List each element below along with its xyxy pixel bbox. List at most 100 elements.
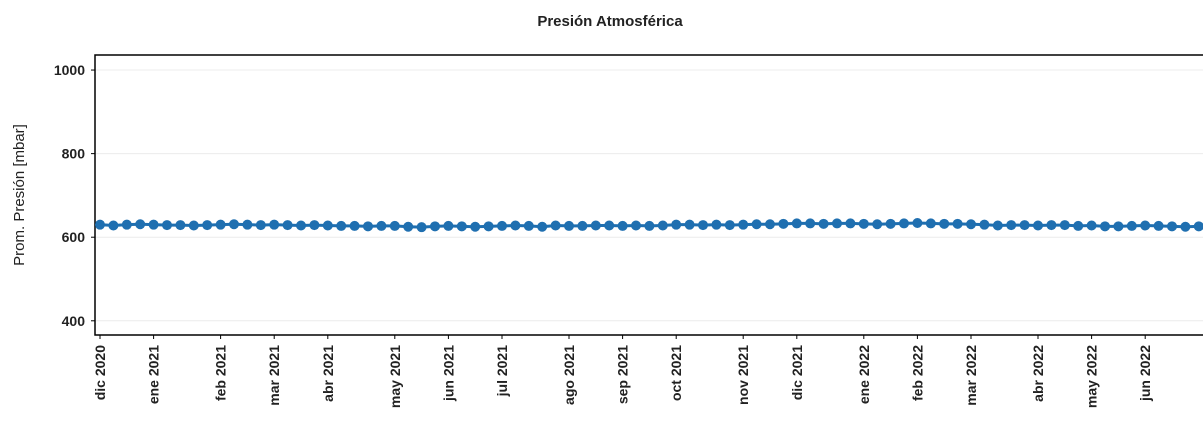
data-point xyxy=(1193,221,1203,232)
y-tick-label: 1000 xyxy=(54,62,85,78)
data-point xyxy=(135,219,146,230)
data-point xyxy=(778,218,789,229)
data-point xyxy=(537,221,548,232)
x-tick-label: ago 2021 xyxy=(561,345,577,405)
data-point xyxy=(443,220,454,231)
data-point xyxy=(215,219,226,230)
data-point xyxy=(698,220,708,231)
x-tick-label: may 2021 xyxy=(387,345,403,408)
x-tick-label: ene 2021 xyxy=(146,345,162,404)
data-point xyxy=(885,218,896,229)
data-point xyxy=(1180,221,1191,232)
x-tick-label: jun 2021 xyxy=(440,345,456,402)
x-tick-label: feb 2021 xyxy=(213,345,229,401)
data-point xyxy=(765,219,775,230)
data-point xyxy=(1046,220,1057,231)
y-tick-label: 600 xyxy=(62,229,86,245)
data-point xyxy=(1140,220,1151,231)
x-tick-label: ene 2022 xyxy=(856,345,872,404)
data-point xyxy=(966,219,976,230)
data-point xyxy=(322,220,333,231)
data-point xyxy=(979,219,990,230)
data-point xyxy=(617,220,628,231)
data-point xyxy=(510,220,521,231)
data-point xyxy=(336,220,347,231)
y-tick-label: 800 xyxy=(62,146,86,162)
data-point xyxy=(242,219,253,230)
data-point xyxy=(1086,220,1097,231)
data-point xyxy=(376,220,387,231)
data-point xyxy=(550,220,561,231)
data-point xyxy=(1153,220,1164,231)
data-point xyxy=(363,221,373,232)
data-point xyxy=(872,219,883,230)
data-point xyxy=(349,220,360,231)
data-point xyxy=(684,219,695,230)
y-axis-label: Prom. Presión [mbar] xyxy=(11,124,28,266)
data-point xyxy=(631,220,641,231)
x-tick-label: feb 2022 xyxy=(909,345,925,401)
y-tick-label: 400 xyxy=(62,313,86,329)
data-point xyxy=(738,219,749,230)
data-point xyxy=(456,221,467,232)
data-point xyxy=(389,220,400,231)
data-point xyxy=(912,218,923,228)
x-tick-label: abr 2022 xyxy=(1030,345,1046,402)
data-point xyxy=(470,221,481,232)
data-point xyxy=(992,220,1003,231)
data-point xyxy=(497,220,507,231)
data-point xyxy=(1006,220,1017,231)
data-point xyxy=(1100,221,1110,232)
data-point xyxy=(1167,221,1177,232)
data-point xyxy=(577,220,588,231)
x-tick-label: abr 2021 xyxy=(320,345,336,402)
plot-frame xyxy=(94,54,1203,336)
data-point xyxy=(1113,221,1124,232)
data-point xyxy=(523,220,534,231)
data-point xyxy=(805,218,816,229)
x-tick-label: dic 2020 xyxy=(92,345,108,400)
x-tick-label: jun 2022 xyxy=(1137,345,1153,402)
data-point xyxy=(899,218,909,229)
data-point xyxy=(818,218,829,229)
data-point xyxy=(296,220,306,231)
data-point xyxy=(175,220,186,231)
x-tick-label: sep 2021 xyxy=(615,345,631,404)
data-point xyxy=(845,218,856,229)
data-point xyxy=(1073,220,1084,231)
data-point xyxy=(95,219,105,230)
data-point xyxy=(751,219,762,230)
data-point xyxy=(121,219,132,230)
data-point xyxy=(416,222,427,233)
data-point xyxy=(604,220,615,231)
data-point xyxy=(1126,220,1137,231)
x-tick-label: oct 2021 xyxy=(668,345,684,401)
data-point xyxy=(939,218,950,229)
data-point xyxy=(483,221,494,232)
data-point xyxy=(430,221,440,232)
x-tick-label: mar 2021 xyxy=(266,345,282,406)
data-point xyxy=(724,220,735,231)
chart-title: Presión Atmosférica xyxy=(537,13,683,30)
data-point xyxy=(1019,220,1030,231)
data-point xyxy=(255,220,266,231)
data-point xyxy=(269,219,280,230)
data-point xyxy=(188,220,199,231)
x-tick-label: jul 2021 xyxy=(494,345,510,398)
data-point xyxy=(671,219,682,230)
data-point xyxy=(229,219,239,230)
data-point xyxy=(162,220,172,231)
data-point xyxy=(657,220,668,231)
data-point xyxy=(832,218,842,229)
data-point xyxy=(590,220,601,231)
data-point xyxy=(403,221,414,232)
x-tick-label: mar 2022 xyxy=(963,345,979,406)
data-point xyxy=(148,219,159,230)
data-point xyxy=(202,220,213,231)
data-point xyxy=(564,220,574,231)
data-point xyxy=(711,219,722,230)
data-point xyxy=(644,220,655,231)
data-point xyxy=(952,218,963,229)
